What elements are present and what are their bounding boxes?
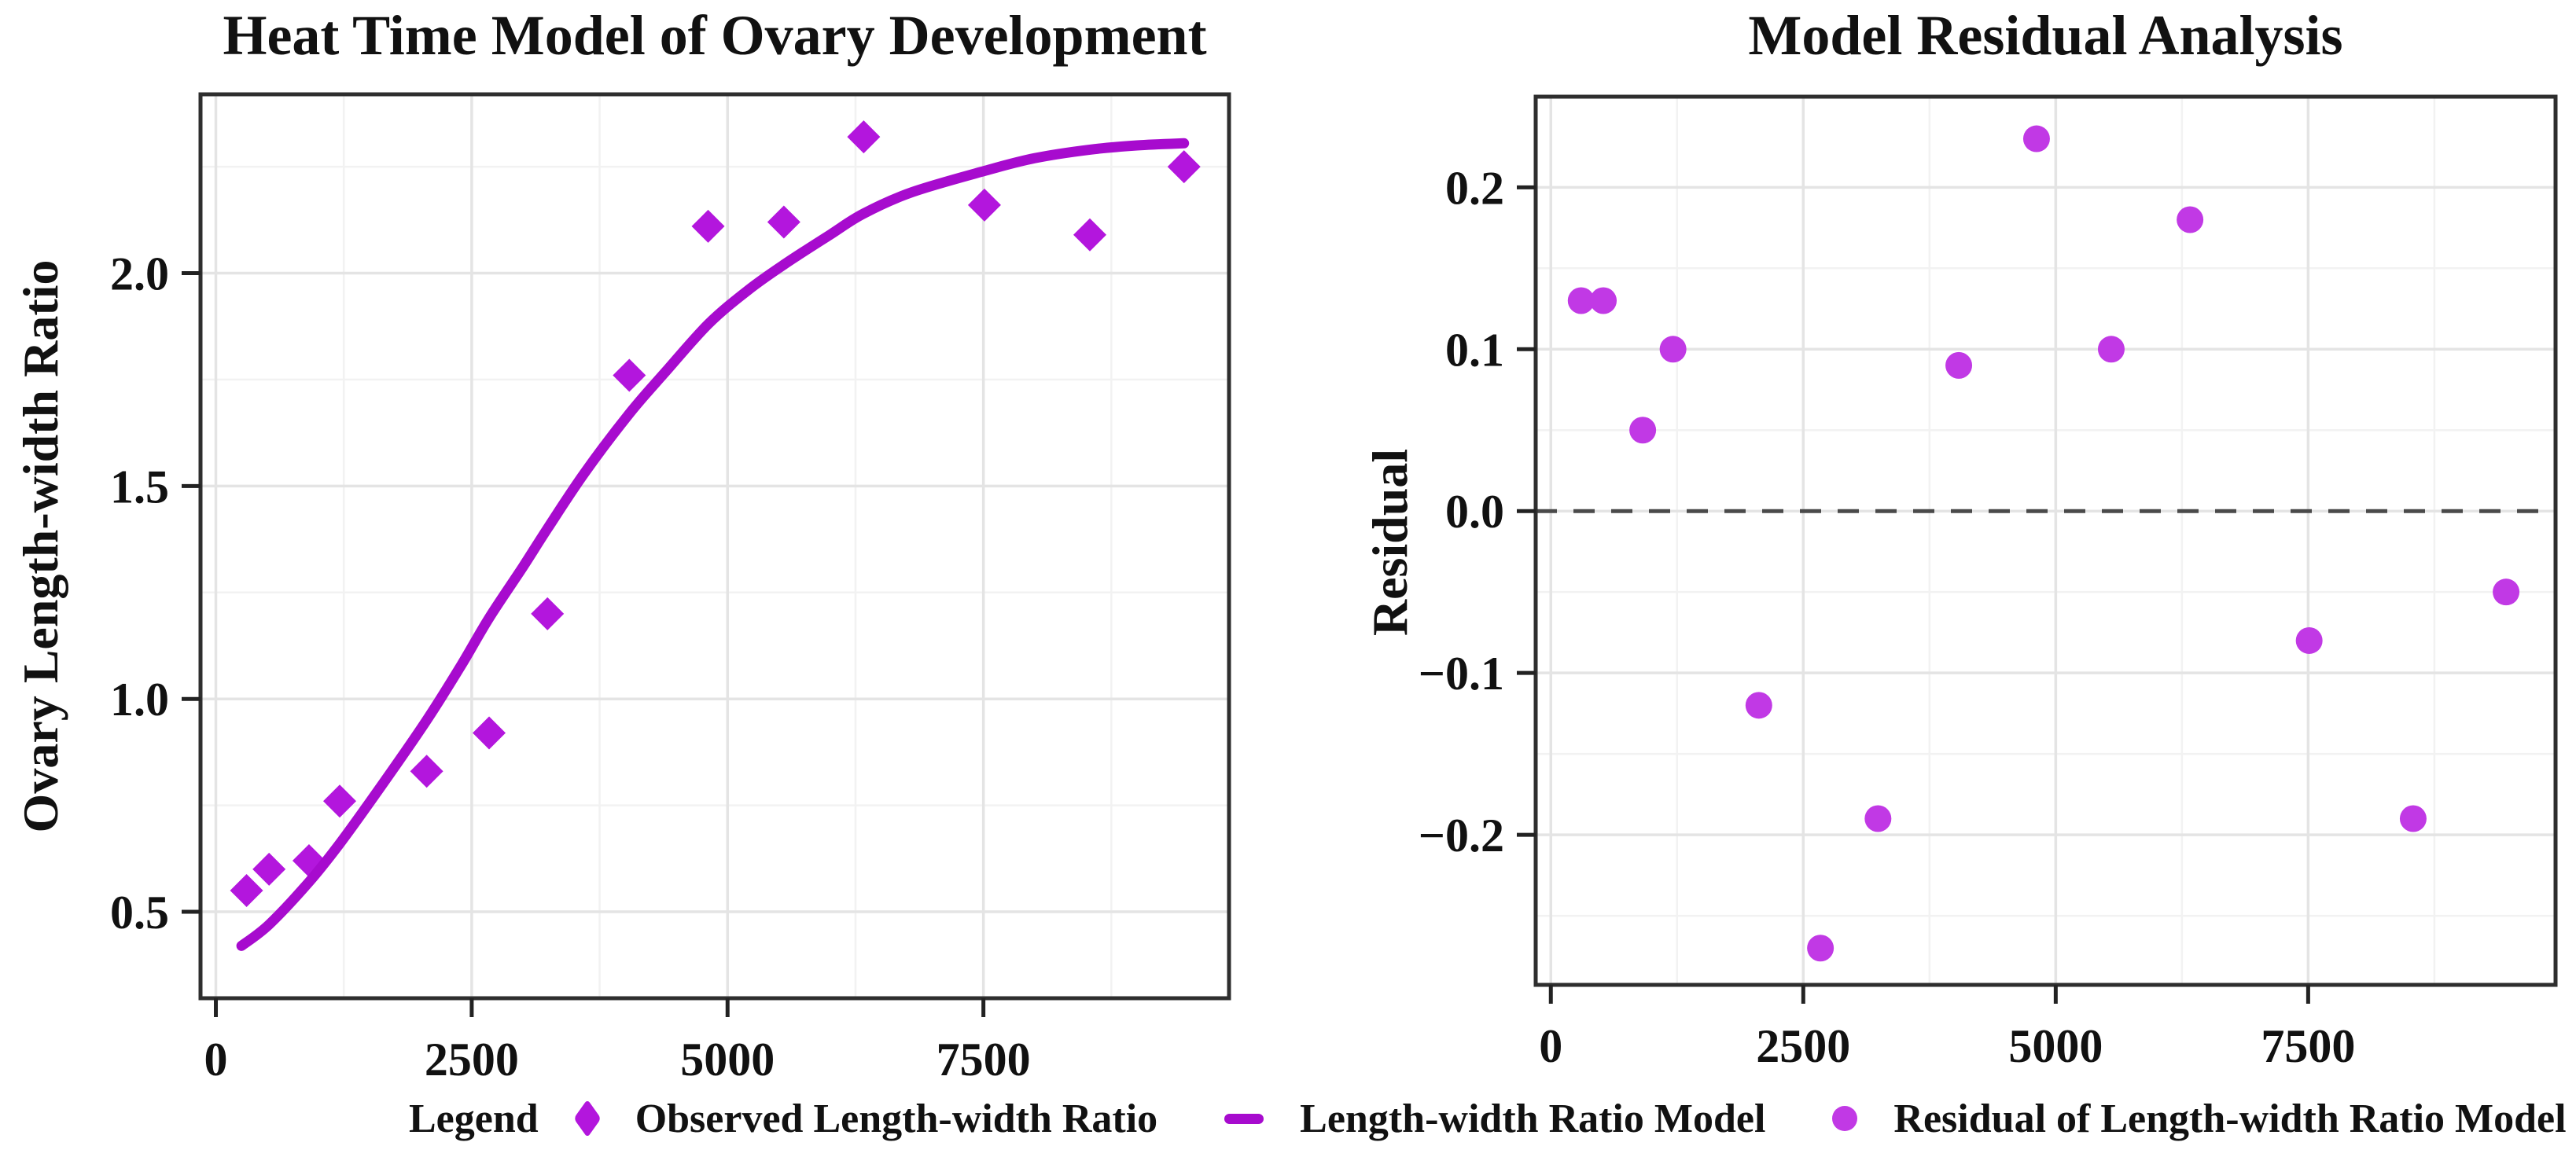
right-panel-title: Model Residual Analysis	[1748, 4, 2343, 67]
svg-text:5000: 5000	[680, 1034, 775, 1085]
legend-item-label: Residual of Length-width Ratio Model	[1893, 1096, 2567, 1141]
svg-text:−0.2: −0.2	[1419, 810, 1504, 861]
legend-item-observed: Observed Length-width Ratio	[573, 1096, 1158, 1142]
chart-canvas: 0 2500 5000 7500 0.5 1.0 1.5 2.0 0 2500 5000 7500 0.…	[110, 92, 2558, 1085]
svg-text:0.1: 0.1	[1445, 324, 1504, 376]
diamond-marker-icon	[573, 1099, 602, 1138]
line-marker-icon	[1224, 1113, 1264, 1124]
legend-item-model: Length-width Ratio Model	[1224, 1096, 1765, 1142]
legend: Legend Observed Length-width Ratio Lengt…	[409, 1088, 2567, 1149]
svg-text:1.0: 1.0	[110, 674, 169, 725]
svg-text:7500: 7500	[937, 1034, 1031, 1085]
dot-marker-icon	[1832, 1106, 1858, 1131]
svg-text:7500: 7500	[2261, 1020, 2355, 1072]
svg-text:2500: 2500	[1756, 1020, 1850, 1072]
legend-item-residual: Residual of Length-width Ratio Model	[1832, 1096, 2567, 1142]
svg-text:1.5: 1.5	[110, 461, 169, 512]
legend-title: Legend	[409, 1096, 539, 1141]
svg-text:0.2: 0.2	[1445, 162, 1504, 214]
svg-text:5000: 5000	[2008, 1020, 2103, 1072]
svg-text:−0.1: −0.1	[1419, 648, 1504, 700]
legend-item-label: Length-width Ratio Model	[1300, 1096, 1766, 1141]
svg-text:0.0: 0.0	[1445, 486, 1504, 538]
svg-text:2500: 2500	[425, 1034, 519, 1085]
left-panel-title: Heat Time Model of Ovary Development	[223, 4, 1207, 67]
svg-text:0: 0	[1539, 1020, 1562, 1072]
svg-text:0: 0	[204, 1034, 228, 1085]
legend-item-label: Observed Length-width Ratio	[635, 1096, 1158, 1141]
svg-text:2.0: 2.0	[110, 248, 169, 300]
svg-text:0.5: 0.5	[110, 887, 169, 938]
